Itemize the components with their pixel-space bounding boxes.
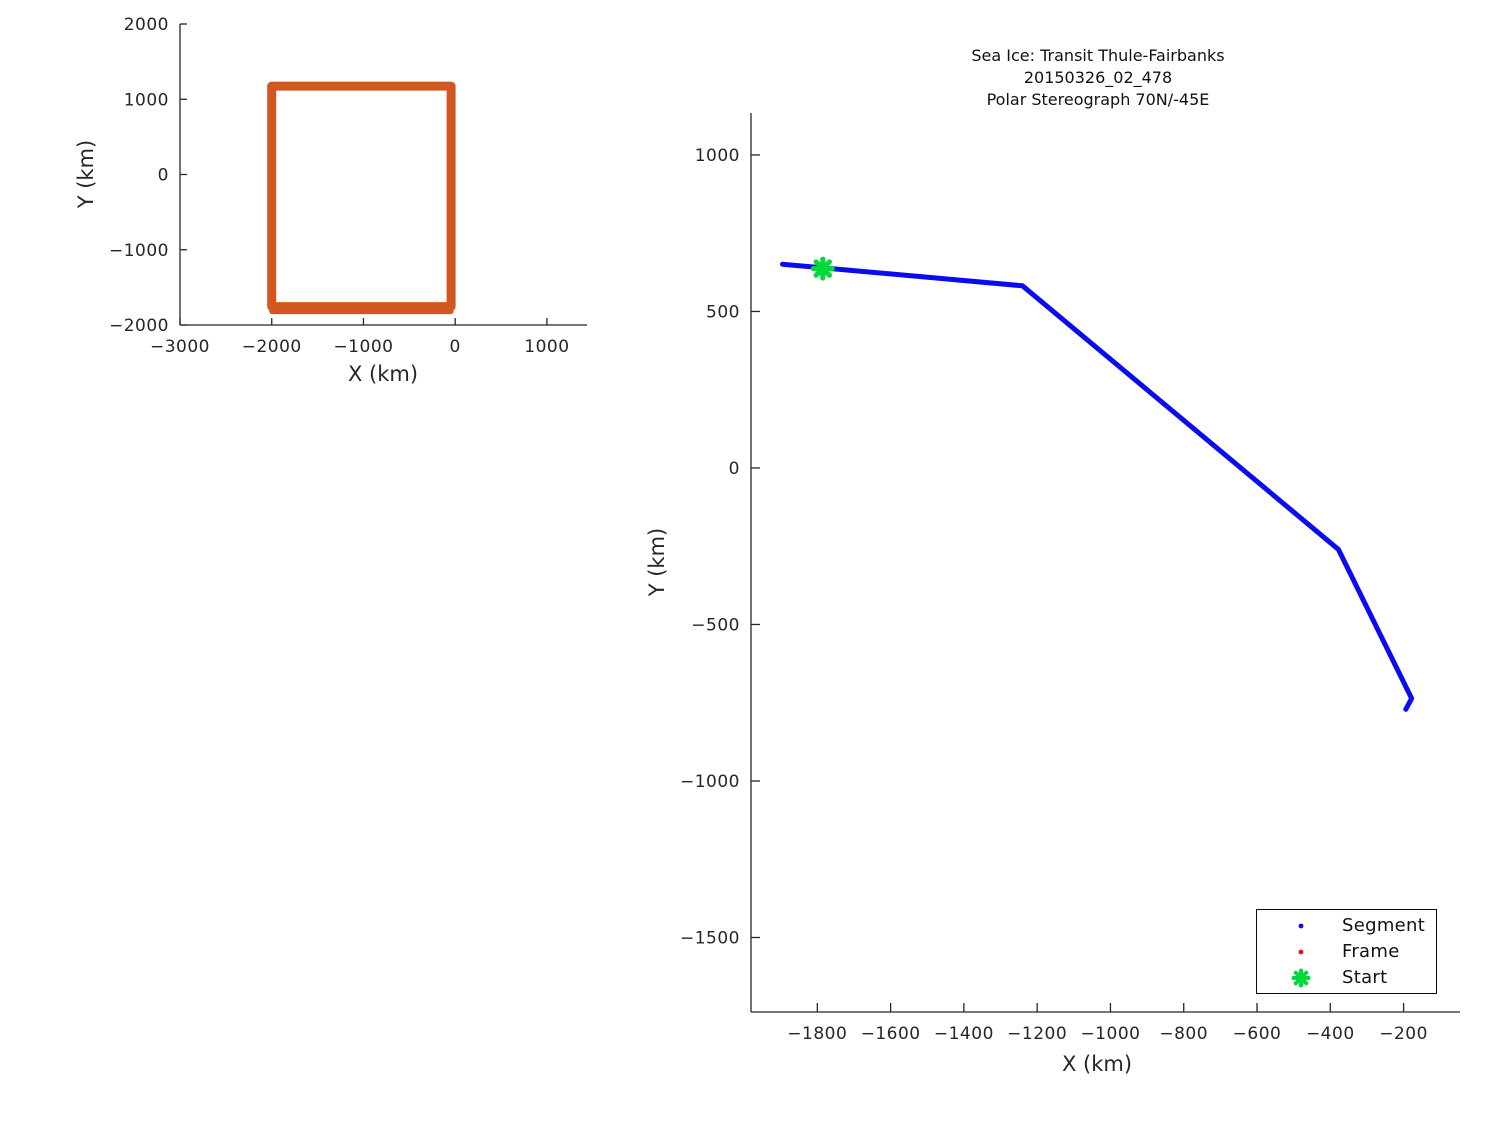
x-tick-label: −1200 bbox=[1007, 1024, 1067, 1044]
x-tick-label: −2000 bbox=[242, 337, 302, 357]
start-marker-stroke bbox=[813, 259, 832, 278]
y-tick-label: 1000 bbox=[124, 90, 169, 110]
overview-ylabel: Y (km) bbox=[74, 140, 98, 210]
legend-label-frame: Frame bbox=[1342, 941, 1400, 962]
y-tick-label: −1000 bbox=[109, 241, 169, 261]
y-tick-label: −2000 bbox=[109, 316, 169, 336]
x-tick-label: −1600 bbox=[861, 1024, 921, 1044]
series-domain-boundary bbox=[267, 81, 456, 312]
transit-ylabel: Y (km) bbox=[645, 528, 669, 598]
start-marker-stroke bbox=[813, 259, 832, 278]
y-tick-label: −1500 bbox=[680, 929, 740, 949]
x-tick-label: −1000 bbox=[333, 337, 393, 357]
x-tick-label: 0 bbox=[450, 337, 461, 357]
start-marker bbox=[810, 256, 835, 281]
y-tick-label: −1000 bbox=[680, 772, 740, 792]
segment-dot-icon bbox=[1286, 916, 1316, 936]
x-tick-label: −1000 bbox=[1080, 1024, 1140, 1044]
x-tick-label: −1800 bbox=[787, 1024, 847, 1044]
plot-title-line2: 20150326_02_478 bbox=[1024, 68, 1172, 88]
x-tick-label: −1400 bbox=[934, 1024, 994, 1044]
series-segment bbox=[780, 261, 1415, 712]
x-tick-label: 1000 bbox=[524, 337, 569, 357]
legend-item-start: Start bbox=[1257, 965, 1436, 991]
y-tick-label: 1000 bbox=[695, 146, 740, 166]
x-tick-label: −200 bbox=[1379, 1024, 1428, 1044]
start-asterisk-icon bbox=[1286, 968, 1316, 988]
legend-label-start: Start bbox=[1342, 967, 1388, 988]
y-tick-label: 500 bbox=[706, 302, 740, 322]
legend-item-frame: Frame bbox=[1257, 939, 1436, 965]
frame-dot-icon bbox=[1286, 942, 1316, 962]
plot-title-line1: Sea Ice: Transit Thule-Fairbanks bbox=[971, 46, 1224, 65]
y-tick-label: 0 bbox=[158, 166, 169, 186]
transit-xlabel: X (km) bbox=[1062, 1052, 1132, 1076]
y-tick-label: 0 bbox=[729, 459, 740, 479]
legend-label-segment: Segment bbox=[1342, 915, 1426, 936]
overview-xlabel: X (km) bbox=[348, 362, 418, 386]
x-tick-label: −600 bbox=[1233, 1024, 1282, 1044]
y-tick-label: −500 bbox=[691, 615, 740, 635]
y-tick-label: 2000 bbox=[124, 15, 169, 35]
x-tick-label: −3000 bbox=[150, 337, 210, 357]
plot-title-line3: Polar Stereograph 70N/-45E bbox=[987, 90, 1210, 109]
x-tick-label: −400 bbox=[1306, 1024, 1355, 1044]
legend: Segment Frame Start bbox=[1256, 909, 1437, 994]
legend-item-segment: Segment bbox=[1257, 913, 1436, 939]
x-tick-label: −800 bbox=[1159, 1024, 1208, 1044]
